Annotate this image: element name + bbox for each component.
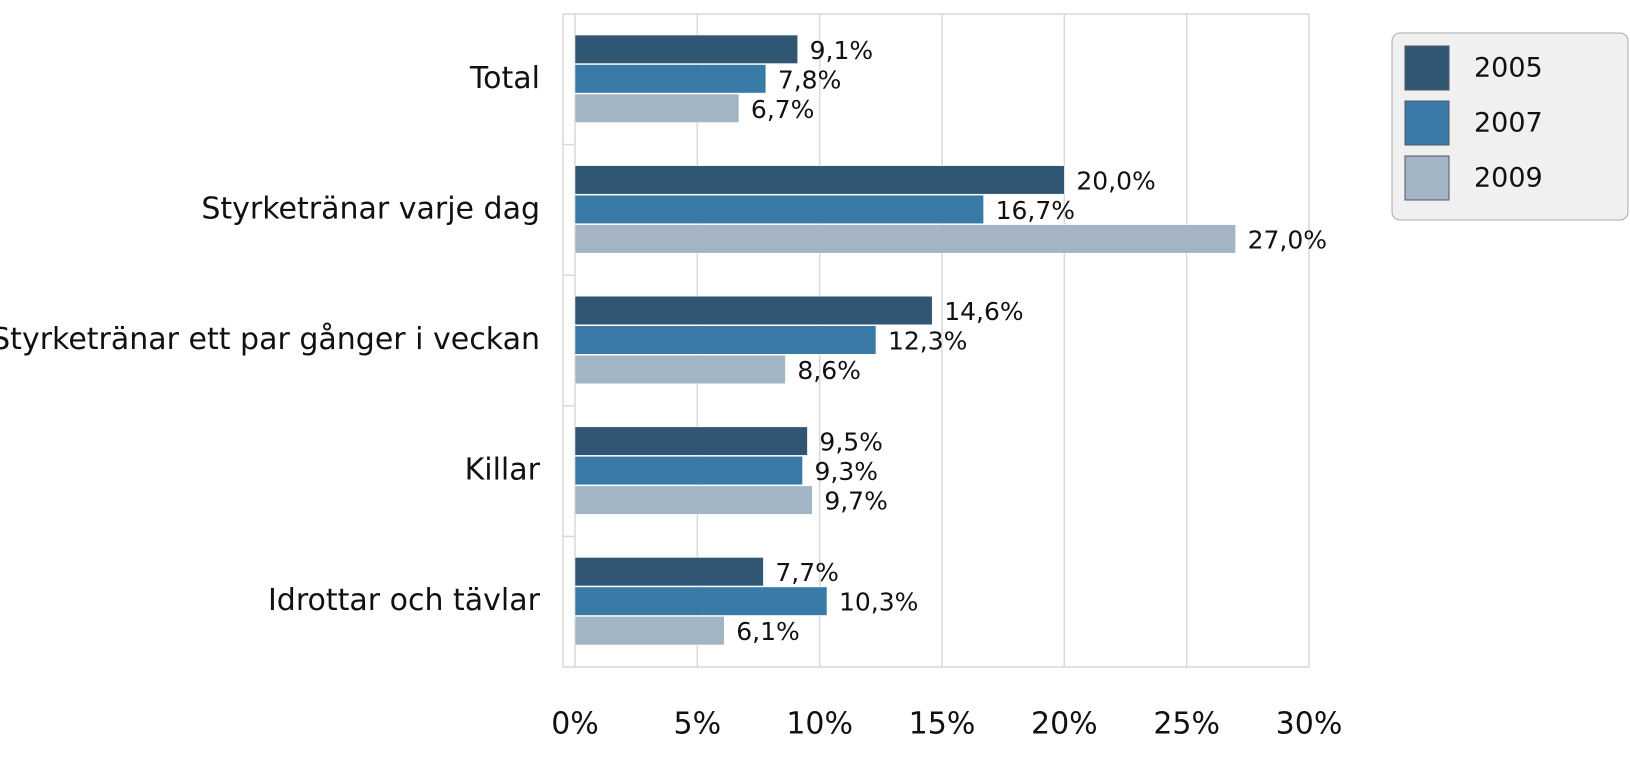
category-label: Killar (465, 453, 541, 488)
bar (574, 224, 1236, 254)
x-tick-label: 5% (674, 707, 722, 742)
value-label: 7,8% (778, 65, 842, 94)
x-tick-label: 10% (786, 707, 853, 742)
value-label: 8,6% (797, 356, 861, 385)
value-label: 14,6% (944, 297, 1023, 326)
x-tick-label: 0% (551, 707, 599, 742)
bar (574, 64, 767, 94)
legend-label: 2007 (1474, 108, 1543, 139)
value-label: 10,3% (839, 588, 918, 617)
value-label: 20,0% (1076, 166, 1155, 195)
bar (574, 296, 933, 325)
value-label: 6,7% (751, 95, 815, 124)
legend-label: 2005 (1474, 53, 1543, 84)
value-label: 9,1% (810, 36, 874, 65)
bar (574, 93, 740, 123)
category-label: Idrottar och tävlar (268, 583, 541, 618)
value-label: 9,5% (819, 428, 883, 457)
bar (574, 426, 808, 456)
legend-swatch (1404, 100, 1450, 146)
bar (574, 165, 1065, 195)
bar (574, 557, 764, 587)
x-tick-label: 30% (1276, 707, 1343, 742)
value-label: 16,7% (996, 196, 1075, 225)
bar (574, 194, 984, 224)
bar (574, 34, 798, 64)
value-label: 12,3% (888, 327, 967, 356)
category-label: Total (469, 61, 540, 96)
bar (574, 586, 828, 616)
value-label: 27,0% (1248, 225, 1327, 254)
bar (574, 456, 803, 486)
legend-box (1391, 32, 1629, 221)
bar (574, 325, 877, 355)
x-tick-label: 15% (909, 707, 976, 742)
category-label: Styrketränar varje dag (201, 191, 540, 226)
x-tick-label: 20% (1031, 707, 1098, 742)
bar (574, 616, 725, 646)
legend-swatch (1404, 155, 1450, 201)
bar (574, 485, 813, 515)
value-label: 9,3% (815, 457, 879, 486)
legend-swatch (1404, 45, 1450, 91)
category-label: Styrketränar ett par gånger i veckan (0, 322, 540, 357)
value-label: 6,1% (736, 617, 800, 646)
value-label: 9,7% (824, 487, 888, 516)
legend-label: 2009 (1474, 163, 1543, 194)
x-tick-label: 25% (1153, 707, 1220, 742)
bar (574, 355, 786, 384)
value-label: 7,7% (775, 558, 839, 587)
